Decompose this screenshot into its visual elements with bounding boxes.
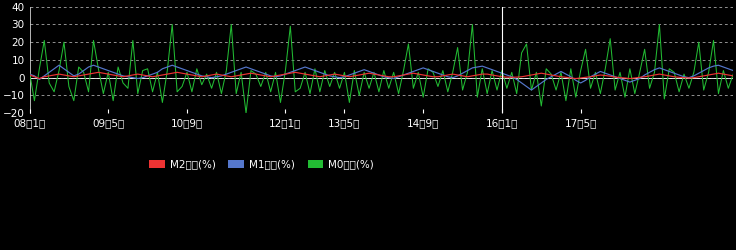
Legend: M2增长(%), M1增长(%), M0增长(%): M2增长(%), M1增长(%), M0增长(%) bbox=[145, 156, 378, 174]
